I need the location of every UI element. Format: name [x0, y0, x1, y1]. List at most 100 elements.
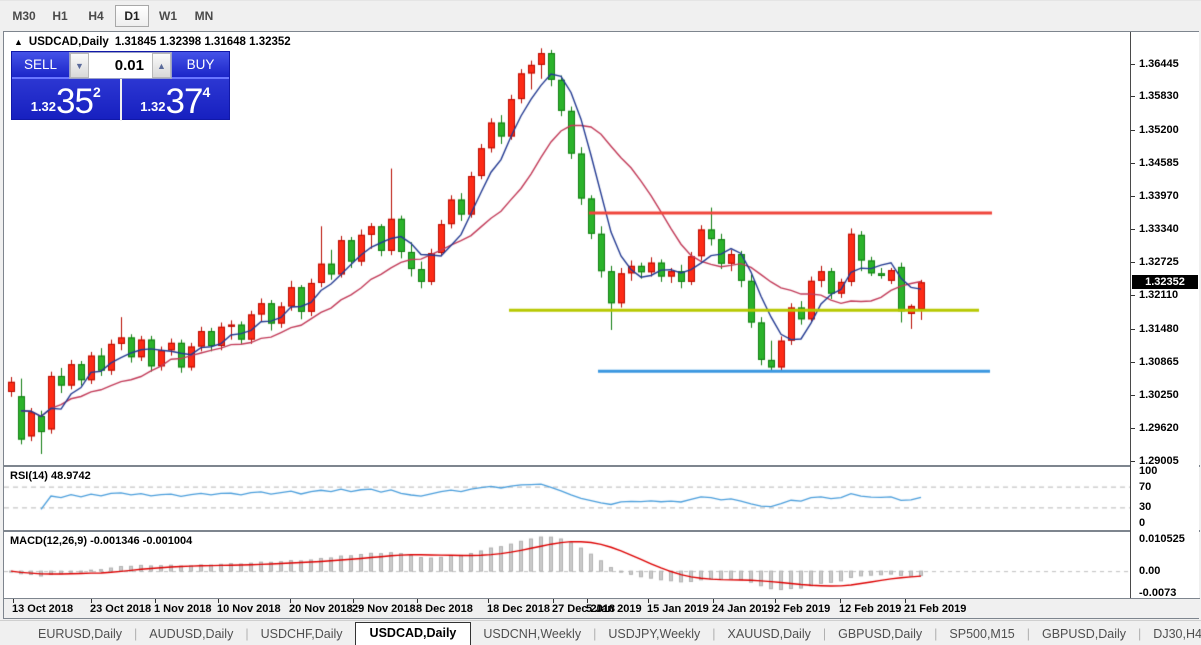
date-axis-label: 2 Feb 2019	[774, 603, 831, 615]
price-axis-tick	[1131, 461, 1135, 463]
price-axis-label: 1.32110	[1139, 289, 1179, 302]
date-axis-label: 27 Dec 2018	[552, 603, 615, 615]
tab-separator: |	[934, 627, 938, 641]
volume-decrease-icon[interactable]: ▼	[70, 53, 89, 78]
date-axis-tick	[91, 599, 92, 603]
price-axis-tick	[1131, 361, 1135, 363]
volume-box: ▼ 0.01 ▲	[69, 52, 172, 79]
panel-divider[interactable]	[4, 465, 1200, 467]
date-axis[interactable]: 13 Oct 2018 23 Oct 2018 1 Nov 2018 10 Nov 2…	[4, 599, 1200, 618]
rsi-axis-label: 0	[1139, 517, 1146, 529]
date-axis-tick	[587, 599, 588, 603]
date-axis-tick	[417, 599, 418, 603]
price-axis-label: 1.35200	[1139, 124, 1179, 137]
timeframe-button-h4[interactable]: H4	[88, 8, 104, 23]
volume-input[interactable]: 0.01	[114, 57, 144, 74]
price-axis[interactable]: 1.36445 1.35830 1.35200 1.34585 1.33970 1.333…	[1130, 32, 1199, 600]
sell-price-display[interactable]: 1.32 35 2	[12, 79, 122, 121]
rsi-panel: RSI(14) 48.9742	[4, 467, 1130, 530]
chart-symbol-label: USDCAD,Daily	[28, 36, 109, 48]
chart-tab-dj30-h4[interactable]: DJ30,H4	[1153, 627, 1201, 641]
price-axis-tick	[1131, 262, 1135, 264]
price-axis-tick	[1131, 428, 1135, 430]
sell-price-main: 35	[56, 82, 94, 121]
rsi-canvas[interactable]	[4, 467, 1130, 530]
date-axis-tick	[488, 599, 489, 603]
date-axis-label: 10 Nov 2018	[217, 603, 281, 615]
price-axis-label: 1.34585	[1139, 156, 1179, 169]
date-axis-tick	[353, 599, 354, 603]
date-axis-label: 21 Feb 2019	[904, 603, 967, 615]
price-axis-tick	[1131, 328, 1135, 330]
timeframe-button-mn[interactable]: MN	[194, 8, 214, 23]
price-axis-label: 1.29005	[1139, 455, 1179, 468]
buy-price-pipette: 4	[202, 84, 211, 100]
price-axis-label: 1.29620	[1139, 422, 1179, 435]
date-axis-tick	[775, 599, 776, 603]
tab-separator: |	[712, 627, 716, 641]
chart-tab-audusd-daily[interactable]: AUDUSD,Daily	[149, 627, 234, 641]
one-click-trading-panel: SELL ▼ 0.01 ▲ BUY 1.32 35 2 1.32	[11, 51, 230, 121]
price-axis-label: 1.32725	[1139, 256, 1179, 269]
buy-button[interactable]: BUY	[172, 52, 229, 79]
price-axis-label: 1.30865	[1139, 355, 1179, 368]
date-axis-label: 5 Jan 2019	[586, 603, 642, 615]
macd-canvas[interactable]	[4, 532, 1130, 598]
sell-price-prefix: 1.32	[30, 99, 57, 114]
date-axis-tick	[713, 599, 714, 603]
date-axis-tick	[553, 599, 554, 603]
date-axis-label: 20 Nov 2018	[289, 603, 353, 615]
panel-divider[interactable]	[4, 530, 1200, 532]
panel-divider	[4, 598, 1200, 599]
buy-price-display[interactable]: 1.32 37 4	[122, 79, 230, 121]
chart-tab-xauusd-daily[interactable]: XAUUSD,Daily	[727, 627, 811, 641]
buy-price-main: 37	[165, 82, 204, 121]
chart-tab-gbpusd-daily[interactable]: GBPUSD,Daily	[838, 627, 923, 641]
price-axis-tick	[1131, 63, 1135, 65]
price-axis-tick	[1131, 229, 1135, 231]
tab-separator: |	[134, 627, 138, 641]
price-axis-label: 1.35830	[1139, 90, 1179, 103]
price-axis-label: 1.33340	[1139, 223, 1179, 236]
sell-button[interactable]: SELL	[12, 52, 69, 79]
chart-tab-usdcad-daily[interactable]: USDCAD,Daily	[354, 622, 472, 645]
chart-ohlc-values: 1.31845 1.32398 1.31648 1.32352	[114, 36, 291, 48]
tab-separator: |	[1138, 627, 1142, 641]
price-axis-tick	[1131, 96, 1135, 98]
date-axis-label: 23 Oct 2018	[90, 603, 152, 615]
date-axis-label: 13 Oct 2018	[12, 603, 74, 615]
date-axis-tick	[290, 599, 291, 603]
timeframe-button-m30[interactable]: M30	[12, 8, 36, 23]
chart-tab-eurusd-daily[interactable]: EURUSD,Daily	[38, 627, 123, 641]
chart-tab-usdjpy-weekly[interactable]: USDJPY,Weekly	[608, 627, 701, 641]
price-axis-tick	[1131, 394, 1135, 396]
chart-tab-sp500-m15[interactable]: SP500,M15	[949, 627, 1015, 641]
macd-label: MACD(12,26,9) -0.001346 -0.001004	[10, 535, 193, 547]
chart-title: ▲ USDCAD,Daily 1.31845 1.32398 1.31648 1…	[14, 36, 291, 48]
chart-window: ▲ USDCAD,Daily 1.31845 1.32398 1.31648 1…	[3, 31, 1200, 619]
macd-panel: MACD(12,26,9) -0.001346 -0.001004	[4, 532, 1130, 598]
trade-panel-collapse-icon[interactable]: ▲	[14, 37, 23, 47]
price-axis-label: 1.36445	[1139, 57, 1179, 70]
date-axis-label: 12 Feb 2019	[839, 603, 902, 615]
macd-axis-label: 0.00	[1139, 565, 1161, 578]
chart-tab-usdcnh-weekly[interactable]: USDCNH,Weekly	[483, 627, 582, 641]
chart-tab-gbpusd-daily[interactable]: GBPUSD,Daily	[1042, 627, 1127, 641]
date-axis-label: 24 Jan 2019	[712, 603, 774, 615]
timeframe-button-w1[interactable]: W1	[159, 8, 177, 23]
macd-axis-label: 0.010525	[1139, 532, 1185, 545]
date-axis-label: 8 Dec 2018	[416, 603, 473, 615]
tab-separator: |	[245, 627, 249, 641]
volume-increase-icon[interactable]: ▲	[152, 53, 171, 78]
timeframe-button-h1[interactable]: H1	[52, 8, 68, 23]
date-axis-tick	[13, 599, 14, 603]
chart-tab-usdchf-daily[interactable]: USDCHF,Daily	[260, 627, 343, 641]
price-axis-tick	[1131, 162, 1135, 164]
macd-axis-label: -0.0073	[1139, 587, 1177, 600]
date-axis-label: 18 Dec 2018	[487, 603, 550, 615]
rsi-label: RSI(14) 48.9742	[10, 470, 91, 482]
tab-separator: |	[1026, 627, 1030, 641]
timeframe-button-d1[interactable]: D1	[115, 4, 149, 27]
date-axis-label: 29 Nov 2018	[352, 603, 416, 615]
